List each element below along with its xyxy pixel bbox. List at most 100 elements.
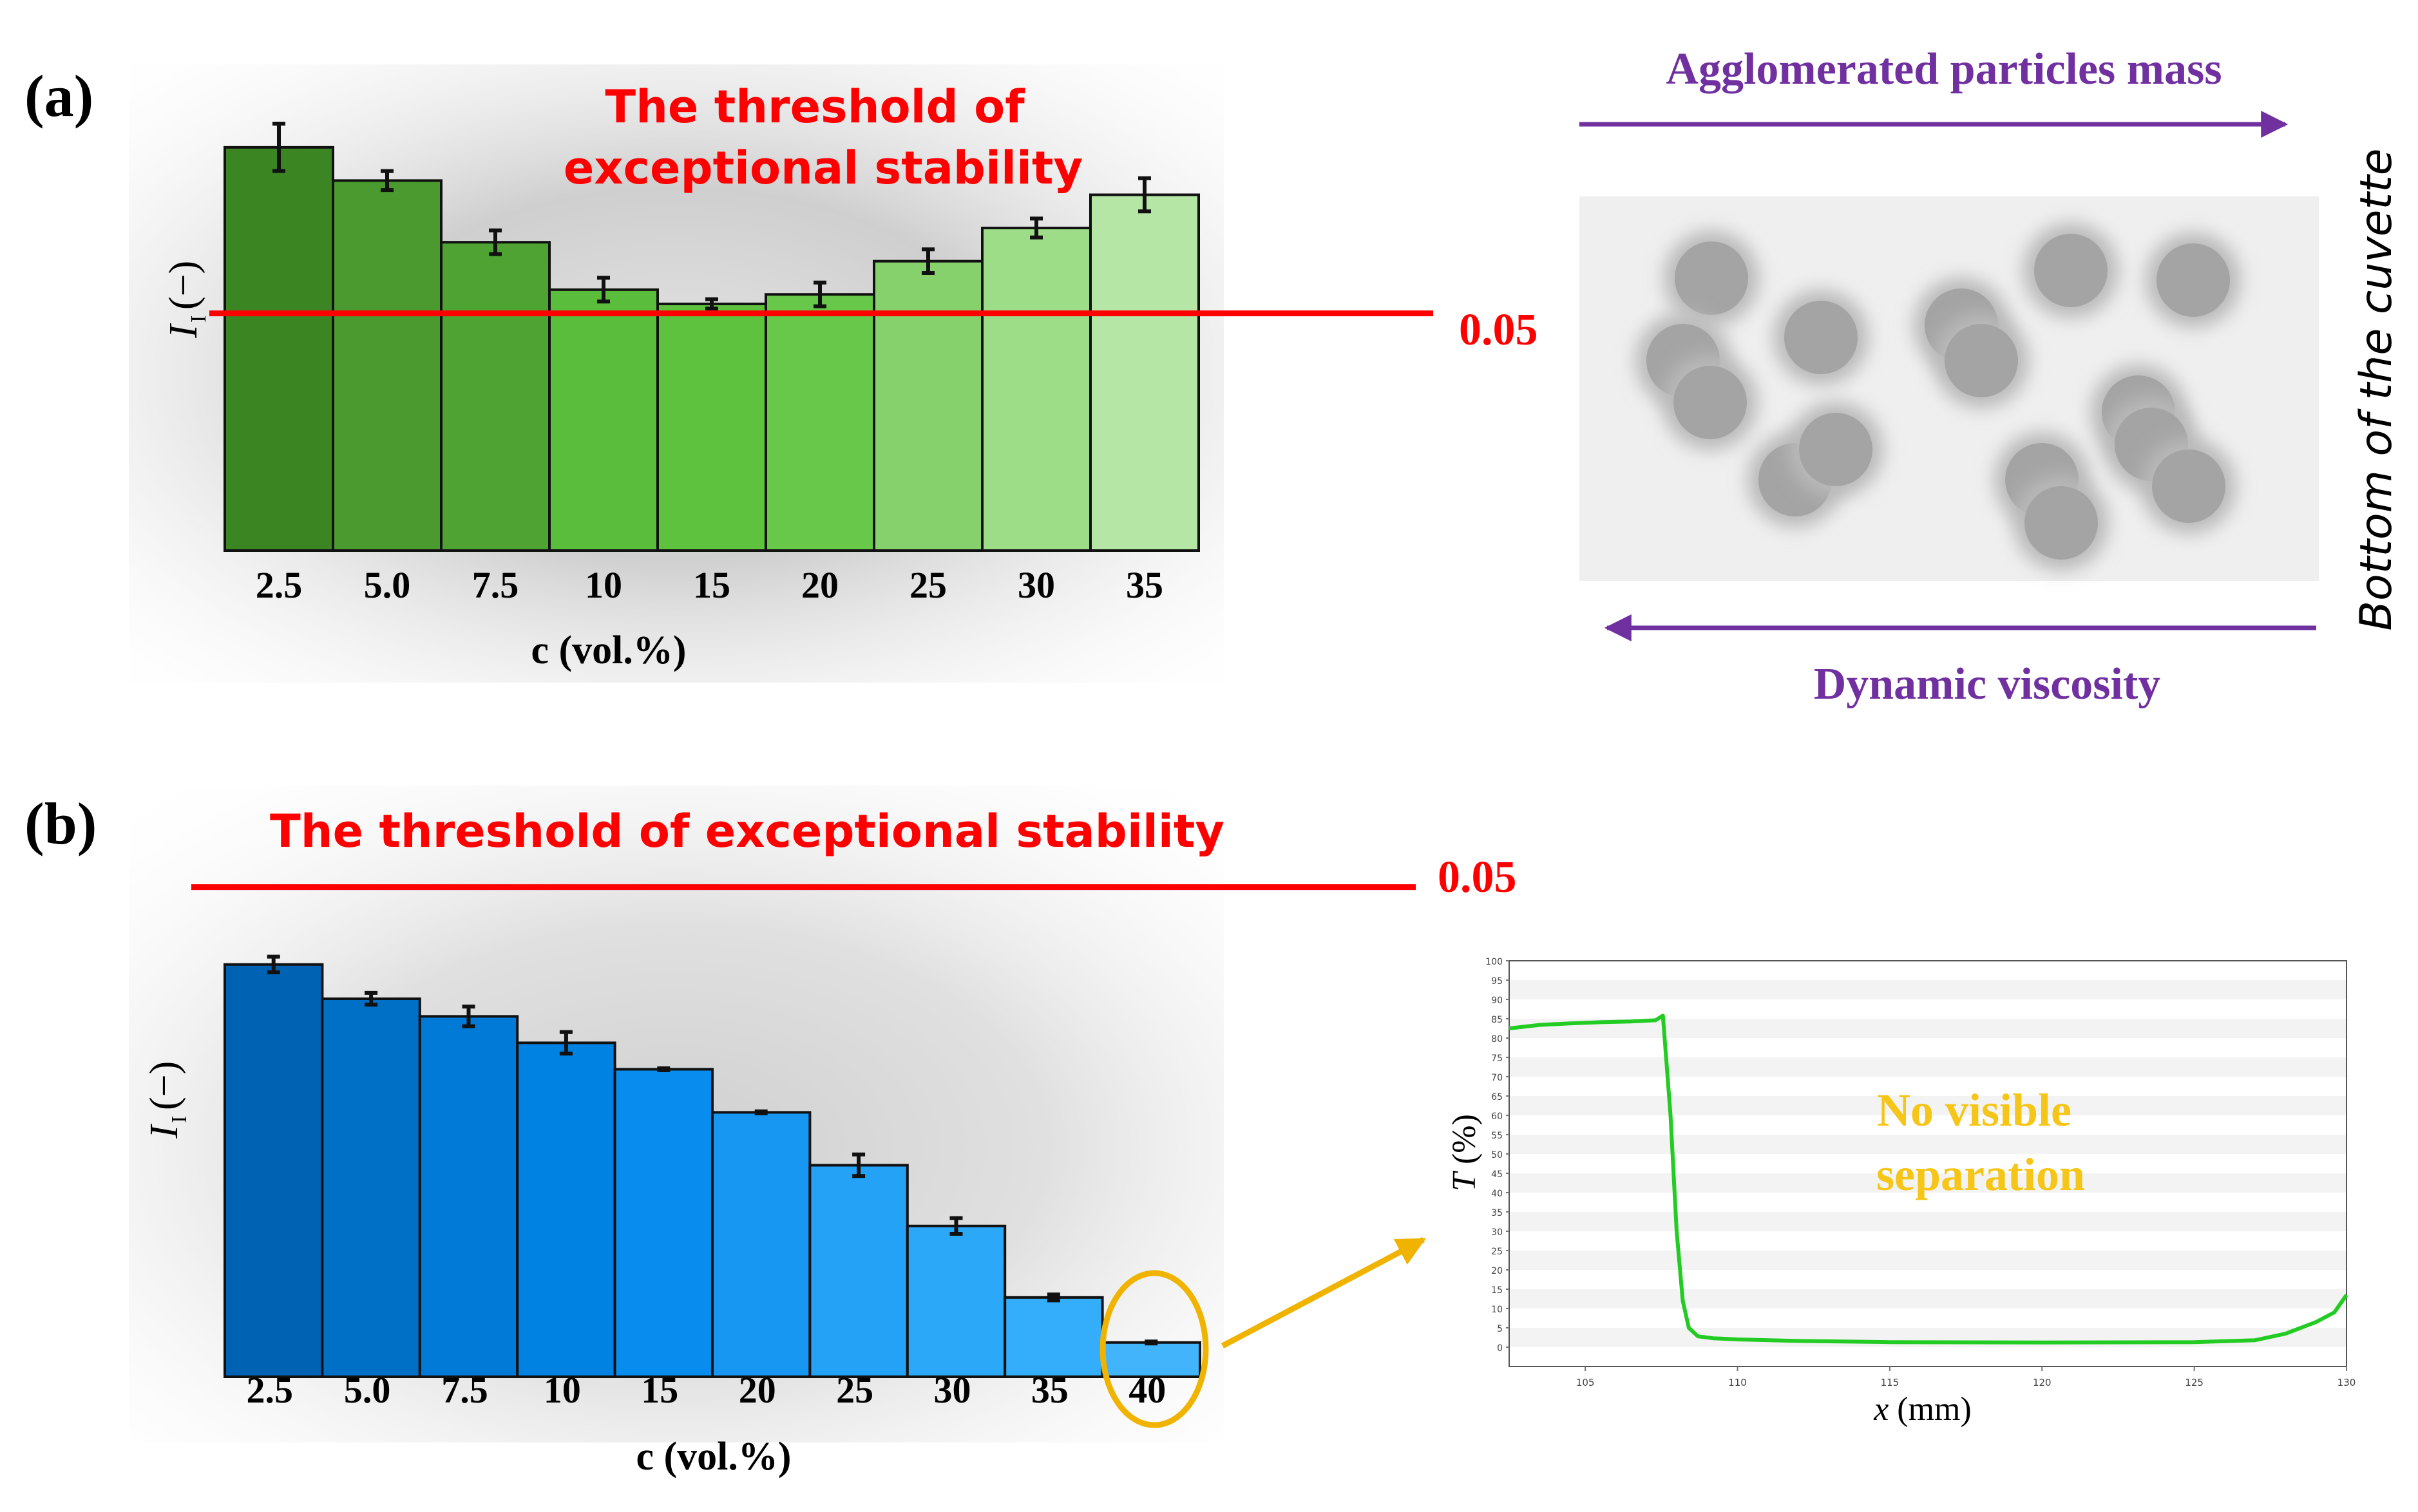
inset-y-tick-label: 55 bbox=[1491, 1131, 1503, 1141]
panel-b-x-axis-label: c (vol.%) bbox=[636, 1435, 791, 1479]
panel-b-label: (b) bbox=[24, 791, 97, 856]
panel-b-x-tick-label: 7.5 bbox=[441, 1369, 488, 1411]
panel-a-x-ticks: 2.5 5.0 7.5 10 15 20 25 30 35 bbox=[256, 564, 1163, 606]
inset-y-axis-label: T (%) bbox=[1446, 1114, 1483, 1191]
inset-y-tick-label: 90 bbox=[1491, 996, 1503, 1006]
inset-transmission-line bbox=[1509, 1014, 2348, 1345]
panel-a-x-tick-label: 20 bbox=[801, 564, 839, 606]
cuvette-schematic: Agglomerated particles mass Dynamic visc… bbox=[1579, 44, 2402, 709]
panel-a-y-axis-symbol: I bbox=[162, 323, 205, 339]
inset-x-axis-unit: (mm) bbox=[1889, 1391, 1972, 1428]
panel-b: (b) The threshold of exceptional stabili… bbox=[24, 786, 1517, 1479]
inset-y-tick-label: 20 bbox=[1491, 1266, 1503, 1276]
inset-grid-band bbox=[1509, 1135, 2347, 1154]
panel-b-error-bar-30 bbox=[949, 1216, 963, 1236]
inset-x-axis-label: x (mm) bbox=[1873, 1391, 1972, 1428]
inset-y-axis-var: T bbox=[1446, 1171, 1483, 1191]
panel-b-bars bbox=[224, 954, 1201, 1379]
panel-b-error-bar-40 bbox=[1145, 1339, 1158, 1346]
top-arrow-label: Agglomerated particles mass bbox=[1666, 44, 2222, 94]
panel-b-bar-30 bbox=[906, 1224, 1007, 1379]
panel-a-bar-10 bbox=[548, 288, 659, 552]
panel-b-x-tick-label: 5.0 bbox=[344, 1369, 391, 1411]
panel-b-threshold-value: 0.05 bbox=[1438, 853, 1517, 902]
panel-b-bar-7.5 bbox=[418, 1015, 519, 1379]
inset-y-tick-label: 60 bbox=[1491, 1111, 1503, 1122]
panel-a-x-tick-label: 2.5 bbox=[256, 564, 303, 606]
inset-x-ticks: 105 110 115 120 125 130 bbox=[1576, 1366, 2356, 1388]
panel-b-bar-35 bbox=[1004, 1296, 1104, 1378]
inset-x-tick-label: 120 bbox=[2033, 1377, 2051, 1388]
highlight-arrow bbox=[1221, 1237, 1426, 1348]
inset-y-tick-label: 75 bbox=[1491, 1054, 1503, 1064]
panel-a-x-tick-label: 5.0 bbox=[364, 564, 411, 606]
inset-y-tick-label: 100 bbox=[1485, 957, 1503, 967]
inset-y-tick-label: 0 bbox=[1497, 1343, 1503, 1354]
panel-a-threshold-text-line1: The threshold of bbox=[605, 80, 1025, 133]
panel-a-x-tick-label: 15 bbox=[693, 564, 730, 606]
inset-y-tick-label: 70 bbox=[1491, 1073, 1503, 1083]
particle bbox=[1662, 355, 1758, 450]
inset-grid-band bbox=[1509, 1173, 2347, 1193]
transmission-inset: 0 5 10 15 20 25 30 35 40 45 50 55 60 65 70 75 80 85 90 95 10… bbox=[1446, 957, 2356, 1428]
panel-b-bar-15 bbox=[613, 1068, 714, 1378]
panel-b-x-tick-label: 15 bbox=[641, 1369, 678, 1411]
panel-b-y-axis-symbol: I bbox=[142, 1123, 186, 1139]
panel-b-error-bar-5.0 bbox=[365, 990, 378, 1007]
inset-y-tick-label: 80 bbox=[1491, 1034, 1503, 1044]
particle bbox=[1788, 402, 1883, 497]
inset-y-tick-label: 30 bbox=[1491, 1227, 1503, 1238]
inset-y-tick-label: 10 bbox=[1491, 1305, 1503, 1315]
panel-a-error-bar-5.0 bbox=[381, 169, 394, 193]
inset-x-tick-label: 110 bbox=[1728, 1377, 1747, 1388]
particle bbox=[1773, 290, 1869, 385]
panel-a-error-bar-20 bbox=[814, 280, 826, 308]
panel-a: (a) 0.05 The threshold of exceptional st… bbox=[24, 63, 1538, 683]
panel-a-x-tick-label: 7.5 bbox=[472, 564, 519, 606]
panel-b-y-axis-label: I I (−) bbox=[142, 1061, 191, 1139]
panel-b-x-tick-label: 35 bbox=[1031, 1369, 1069, 1411]
bottom-arrow-label: Dynamic viscosity bbox=[1814, 659, 2161, 709]
inset-y-axis-unit: (%) bbox=[1446, 1114, 1483, 1173]
panel-b-error-bar-20 bbox=[754, 1109, 768, 1115]
inset-grid-band bbox=[1509, 1057, 2347, 1077]
panel-a-y-axis-label: I I (−) bbox=[162, 261, 211, 339]
inset-grid-band bbox=[1509, 1212, 2347, 1231]
panel-a-threshold-text-line2: exceptional stability bbox=[564, 142, 1083, 194]
panel-b-bar-20 bbox=[711, 1111, 812, 1378]
inset-x-tick-label: 125 bbox=[2185, 1377, 2204, 1388]
inset-y-tick-label: 50 bbox=[1491, 1150, 1503, 1160]
panel-a-label: (a) bbox=[24, 63, 93, 129]
inset-bands bbox=[1509, 980, 2347, 1347]
panel-b-error-bar-10 bbox=[559, 1030, 573, 1056]
panel-a-bar-15 bbox=[656, 302, 767, 552]
panel-b-x-tick-label: 30 bbox=[934, 1369, 971, 1411]
inset-annotation-line1: No visible bbox=[1877, 1084, 2071, 1136]
inset-y-tick-label: 85 bbox=[1491, 1015, 1503, 1025]
panel-a-error-bar-35 bbox=[1138, 176, 1151, 214]
particle bbox=[1664, 231, 1759, 326]
panel-a-error-bar-7.5 bbox=[489, 228, 502, 256]
inset-y-tick-label: 35 bbox=[1491, 1208, 1503, 1218]
inset-grid-band bbox=[1509, 980, 2347, 999]
particle bbox=[2013, 475, 2109, 571]
particle bbox=[2023, 223, 2118, 318]
particle bbox=[2146, 232, 2241, 328]
panel-a-error-bar-10 bbox=[597, 276, 610, 304]
inset-y-tick-label: 40 bbox=[1491, 1189, 1503, 1199]
panel-a-x-tick-label: 30 bbox=[1018, 564, 1055, 606]
inset-y-tick-label: 65 bbox=[1491, 1092, 1503, 1102]
panel-b-x-ticks: 2.5 5.0 7.5 10 15 20 25 30 35 40 bbox=[246, 1369, 1166, 1411]
inset-x-tick-label: 130 bbox=[2337, 1377, 2356, 1388]
inset-y-tick-label: 95 bbox=[1491, 976, 1503, 987]
panel-a-bar-5.0 bbox=[332, 179, 443, 552]
panel-a-bar-20 bbox=[765, 293, 875, 552]
panel-b-bar-10 bbox=[516, 1041, 616, 1378]
panel-a-y-axis-subscript: I bbox=[187, 316, 211, 323]
panel-b-x-tick-label: 2.5 bbox=[246, 1369, 293, 1411]
panel-b-bar-2.5 bbox=[224, 963, 324, 1378]
inset-grid-band bbox=[1509, 1328, 2347, 1347]
inset-y-tick-label: 5 bbox=[1497, 1324, 1503, 1334]
panel-b-error-bar-15 bbox=[657, 1066, 671, 1073]
inset-y-tick-label: 15 bbox=[1491, 1285, 1503, 1296]
